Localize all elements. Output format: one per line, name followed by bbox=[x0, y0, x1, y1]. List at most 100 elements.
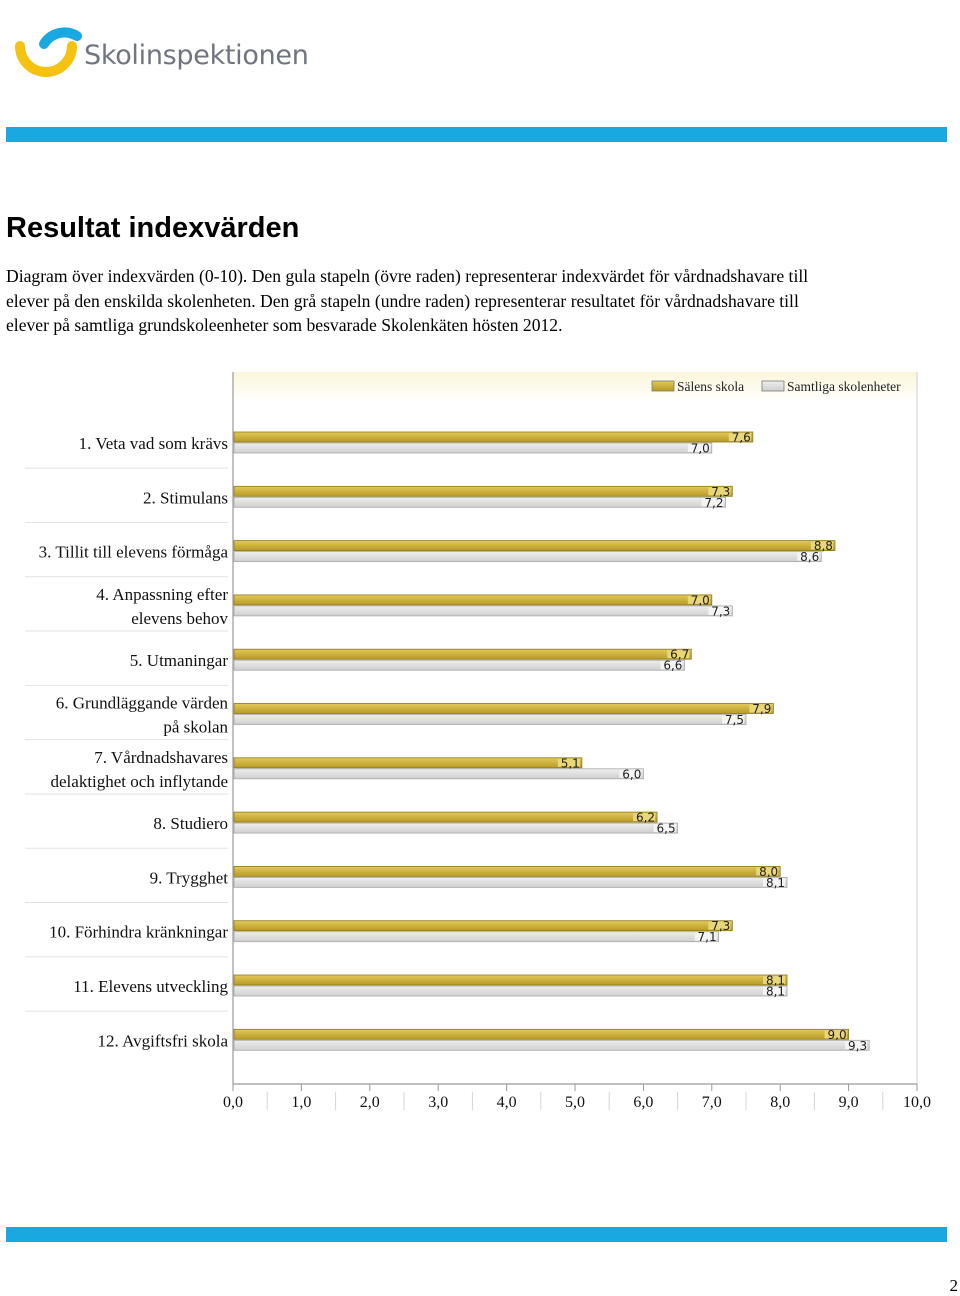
value-label-bg bbox=[633, 813, 656, 822]
category-label: 9. Trygghet bbox=[150, 868, 229, 887]
value-label: 7,3 bbox=[711, 604, 730, 618]
value-label: 8,6 bbox=[800, 550, 819, 564]
category-label: 3. Tillit till elevens förmåga bbox=[39, 543, 229, 562]
value-label: 6,7 bbox=[670, 648, 689, 662]
logo-swoosh-icon bbox=[15, 27, 82, 77]
value-label: 7,2 bbox=[704, 496, 723, 510]
description: Diagram över indexvärden (0-10). Den gul… bbox=[6, 264, 936, 338]
category-label: elevens behov bbox=[131, 609, 228, 628]
x-tick-label: 4,0 bbox=[497, 1094, 517, 1111]
x-tick-label: 10,0 bbox=[903, 1094, 931, 1111]
category-label: 7. Vårdnadshavares bbox=[94, 748, 228, 767]
value-label: 8,1 bbox=[766, 985, 785, 999]
value-label-bg bbox=[824, 1030, 847, 1039]
bar-salens-skola bbox=[233, 920, 733, 932]
legend-label-2: Samtliga skolenheter bbox=[787, 379, 901, 394]
value-label-bg bbox=[708, 921, 731, 930]
value-label: 7,6 bbox=[732, 431, 751, 445]
value-label-bg bbox=[810, 541, 833, 550]
value-label: 6,2 bbox=[636, 811, 655, 825]
category-label: 6. Grundläggande värden bbox=[56, 694, 229, 713]
value-label: 7,0 bbox=[691, 442, 710, 456]
x-tick-label: 3,0 bbox=[428, 1094, 448, 1111]
description-line-1: Diagram över indexvärden (0-10). Den gul… bbox=[6, 266, 809, 286]
header-band bbox=[6, 127, 947, 142]
bar-samtliga bbox=[233, 985, 788, 997]
description-line-3: elever på samtliga grundskoleenheter som… bbox=[6, 315, 563, 335]
value-label-bg bbox=[845, 1041, 868, 1050]
bar-salens-skola bbox=[233, 648, 692, 660]
category-label: 10. Förhindra kränkningar bbox=[49, 923, 228, 942]
value-label-bg bbox=[797, 552, 820, 561]
bar-samtliga bbox=[233, 714, 747, 725]
category-label: 12. Avgiftsfri skola bbox=[98, 1031, 229, 1050]
value-label-bg bbox=[667, 650, 690, 659]
value-label-bg bbox=[557, 758, 580, 767]
value-label-bg bbox=[687, 595, 710, 604]
page-title: Resultat indexvärden bbox=[6, 212, 300, 244]
bar-samtliga bbox=[233, 496, 726, 508]
logo-text: Skolinspektionen bbox=[84, 40, 309, 71]
value-label: 7,3 bbox=[711, 919, 730, 933]
bar-salens-skola bbox=[233, 974, 788, 986]
bar-samtliga bbox=[233, 605, 733, 617]
bar-samtliga bbox=[233, 551, 822, 563]
bar-salens-skola bbox=[233, 431, 754, 443]
value-label: 9,3 bbox=[848, 1039, 867, 1053]
value-label: 6,0 bbox=[622, 767, 641, 781]
category-label: 1. Veta vad som krävs bbox=[79, 434, 228, 453]
value-label: 7,9 bbox=[752, 702, 771, 716]
legend-swatch-1 bbox=[651, 380, 675, 392]
value-label: 8,1 bbox=[766, 876, 785, 890]
category-label: på skolan bbox=[163, 718, 228, 737]
x-tick-label: 0,0 bbox=[223, 1094, 243, 1111]
bar-salens-skola bbox=[233, 540, 836, 552]
value-label-bg bbox=[749, 704, 772, 713]
value-label: 8,0 bbox=[759, 865, 778, 879]
value-label-bg bbox=[763, 987, 786, 995]
bar-samtliga bbox=[233, 822, 679, 834]
bar-samtliga bbox=[233, 931, 720, 943]
value-label-bg bbox=[687, 444, 710, 452]
value-label: 7,0 bbox=[691, 593, 710, 607]
page-number: 2 bbox=[949, 1276, 959, 1295]
value-label-bg bbox=[660, 661, 683, 670]
bar-samtliga bbox=[233, 877, 788, 888]
x-tick-label: 8,0 bbox=[770, 1094, 790, 1111]
category-label: 5. Utmaningar bbox=[130, 651, 229, 670]
bar-samtliga bbox=[233, 768, 644, 780]
value-label: 7,5 bbox=[725, 713, 744, 727]
x-tick-label: 5,0 bbox=[565, 1094, 585, 1111]
category-label: 4. Anpassning efter bbox=[96, 585, 228, 604]
category-label: 2. Stimulans bbox=[143, 488, 228, 507]
value-label-bg bbox=[708, 487, 731, 496]
value-label-bg bbox=[694, 932, 717, 941]
category-label: delaktighet och inflytande bbox=[51, 772, 229, 791]
bar-salens-skola bbox=[233, 757, 583, 769]
category-label: 11. Elevens utveckling bbox=[73, 977, 228, 996]
value-label-bg bbox=[708, 606, 731, 615]
value-label-bg bbox=[701, 498, 724, 507]
description-line-2: elever på den enskilda skolenheten. Den … bbox=[6, 290, 799, 311]
value-label-bg bbox=[653, 824, 676, 833]
bar-salens-skola bbox=[233, 703, 774, 714]
bar-samtliga bbox=[233, 659, 685, 671]
value-label: 6,5 bbox=[657, 822, 676, 836]
bar-salens-skola bbox=[233, 865, 781, 877]
x-tick-label: 6,0 bbox=[633, 1094, 653, 1111]
value-label-bg bbox=[619, 769, 642, 778]
value-label: 9,0 bbox=[828, 1028, 847, 1042]
x-tick-label: 7,0 bbox=[702, 1094, 722, 1111]
value-label-bg bbox=[722, 715, 744, 724]
value-label-bg bbox=[728, 433, 751, 441]
value-label: 8,8 bbox=[814, 539, 833, 553]
footer-band bbox=[6, 1227, 947, 1242]
value-label: 8,1 bbox=[766, 974, 785, 988]
value-label-bg bbox=[763, 976, 786, 984]
value-label-bg bbox=[763, 878, 786, 887]
value-label-bg bbox=[756, 867, 779, 876]
bar-salens-skola bbox=[233, 485, 733, 497]
value-label: 7,1 bbox=[698, 930, 717, 944]
value-label: 7,3 bbox=[711, 485, 730, 499]
legend-background bbox=[233, 372, 917, 402]
